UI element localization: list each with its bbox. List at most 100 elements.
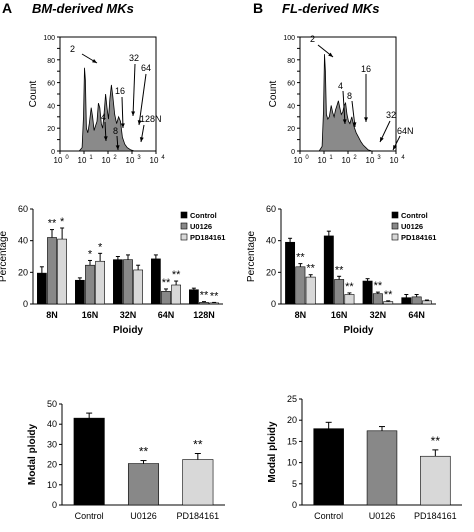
A-ploidy-significance-mark: *	[88, 248, 93, 260]
A-modal-bar	[182, 459, 214, 506]
B-modal-ytick-label: 20	[287, 415, 297, 425]
A-hist-peak-label: 32	[129, 53, 139, 63]
A-modal-bar	[127, 463, 160, 506]
A-ploidy-bar	[133, 269, 143, 305]
A-hist-xtick-label: 10	[150, 156, 159, 165]
A-ploidy-bar	[37, 272, 47, 305]
B-modal-category-label: Control	[314, 511, 343, 521]
A-modal-ytick-label: 10	[47, 480, 57, 490]
A-ploidy-significance-mark: **	[200, 290, 209, 302]
B-ploidy-bar	[344, 294, 355, 305]
A-hist-peak-label: 4	[101, 112, 106, 122]
A-hist-ytick-label: 40	[47, 103, 55, 110]
B-hist-ytick-label: 80	[287, 58, 295, 65]
B-ploidy-significance-mark: **	[384, 289, 393, 301]
B-hist-xtick-label: 10	[390, 156, 399, 165]
B-ploidy-bar	[372, 293, 383, 305]
B-hist-histogram-area	[300, 54, 396, 152]
A-ploidy-bar	[95, 260, 105, 305]
A-modal-bar	[73, 417, 105, 506]
A-hist-xtick-label: 10	[126, 156, 135, 165]
A-hist-ytick-label: 60	[47, 81, 55, 88]
B-modal-significance-mark: **	[431, 434, 441, 448]
A-hist-peak-arrow	[121, 96, 124, 129]
B-ploidy-bar	[334, 279, 345, 305]
B-ploidy-bar	[285, 241, 296, 305]
A-ploidy-category-label: 8N	[46, 310, 58, 320]
B-hist-ytick-label: 40	[287, 103, 295, 110]
B-hist-peak-arrowhead	[393, 145, 397, 150]
A-ploidy-legend-label: PD184161	[190, 233, 225, 242]
B-hist-xtick-exponent: 1	[329, 155, 333, 161]
A-hist-peak-arrowhead	[139, 137, 144, 142]
A-hist-peak-arrowhead	[103, 136, 108, 141]
A-modal-category-label: Control	[75, 511, 104, 521]
panel-letter-a: A	[2, 0, 13, 16]
A-modal-category-label: PD184161	[177, 511, 220, 521]
B-modal-ytick-label: 0	[292, 500, 297, 510]
B-ploidy-bar	[305, 276, 316, 305]
A-modal-ytick-label: 40	[47, 419, 57, 429]
B-hist-xtick-label: 10	[366, 156, 375, 165]
B-hist-xtick-label: 10	[318, 156, 327, 165]
A-modal-ytick-label: 20	[47, 460, 57, 470]
A-hist-histogram-area	[60, 67, 156, 152]
B-hist-peak-label: 16	[361, 64, 371, 74]
B-modal-ylabel: Modal ploidy	[267, 421, 278, 483]
B-modal-ytick-label: 10	[287, 458, 297, 468]
A-hist-peak-label: 128N	[140, 114, 162, 124]
A-ploidy-bar	[123, 259, 133, 305]
A-ploidy-significance-mark: **	[210, 290, 219, 302]
A-ploidy-category-label: 64N	[158, 310, 175, 320]
B-hist-peak-arrowhead	[364, 117, 368, 122]
A-hist-xtick-exponent: 4	[161, 155, 165, 161]
B-ploidy-bar	[295, 266, 306, 305]
B-ploidy-legend-swatch	[391, 233, 399, 241]
A-hist-ytick-label: 80	[47, 58, 55, 65]
A-hist-peak-arrow	[132, 63, 136, 117]
B-ploidy-significance-mark: **	[296, 252, 305, 264]
B-hist-peak-label: 4	[338, 81, 343, 91]
B-ploidy-xlabel: Ploidy	[343, 325, 373, 336]
B-ploidy-bar	[421, 300, 432, 305]
B-hist-peak-label: 8	[347, 91, 352, 101]
A-ploidy-category-label: 16N	[82, 310, 99, 320]
B-modal-ytick-label: 25	[287, 394, 297, 404]
A-ploidy-bar	[161, 291, 171, 305]
A-ploidy-bar	[171, 284, 181, 305]
A-ploidy-xlabel: Ploidy	[113, 325, 143, 336]
A-ploidy-bar	[113, 259, 123, 305]
B-ploidy-category-label: 64N	[408, 310, 425, 320]
B-ploidy-ytick-label: 60	[266, 204, 276, 214]
B-ploidy-bar	[383, 301, 394, 305]
A-hist-peak-label: 64	[141, 63, 151, 73]
B-ploidy-legend-swatch	[391, 211, 399, 219]
B-hist-ytick-label: 0	[291, 149, 295, 156]
A-ploidy-bar	[85, 264, 95, 305]
A-hist-peak-arrow	[138, 73, 147, 126]
A-modal-category-label: U0126	[130, 511, 157, 521]
A-hist-xtick-label: 10	[102, 156, 111, 165]
panel-letter-b: B	[253, 0, 264, 16]
B-ploidy-ytick-label: 40	[266, 236, 276, 246]
B-ploidy-legend-label: Control	[401, 211, 428, 220]
A-hist-peak-arrowhead	[137, 120, 142, 125]
B-ploidy-legend-label: U0126	[401, 222, 423, 231]
B-hist-peak-arrowhead	[380, 137, 384, 142]
B-hist-ytick-label: 20	[287, 126, 295, 133]
A-hist-peak-arrowhead	[92, 58, 97, 63]
A-hist-xtick-exponent: 2	[113, 155, 117, 161]
B-modal-ytick-label: 15	[287, 436, 297, 446]
B-hist-ytick-label: 60	[287, 81, 295, 88]
B-hist-peak-arrowhead	[328, 52, 333, 57]
B-modal-category-label: PD184161	[414, 511, 457, 521]
B-modal-category-label: U0126	[369, 511, 396, 521]
A-ploidy-legend-label: Control	[190, 211, 217, 220]
A-hist-xtick-exponent: 1	[89, 155, 93, 161]
A-ploidy-bar	[57, 238, 67, 305]
panel-title-b: FL-derived MKs	[282, 1, 380, 16]
A-hist-xtick-label: 10	[78, 156, 87, 165]
B-ploidy-significance-mark: **	[335, 264, 344, 276]
A-hist-ylabel: Count	[28, 80, 39, 107]
A-hist-peak-arrowhead	[115, 145, 120, 150]
